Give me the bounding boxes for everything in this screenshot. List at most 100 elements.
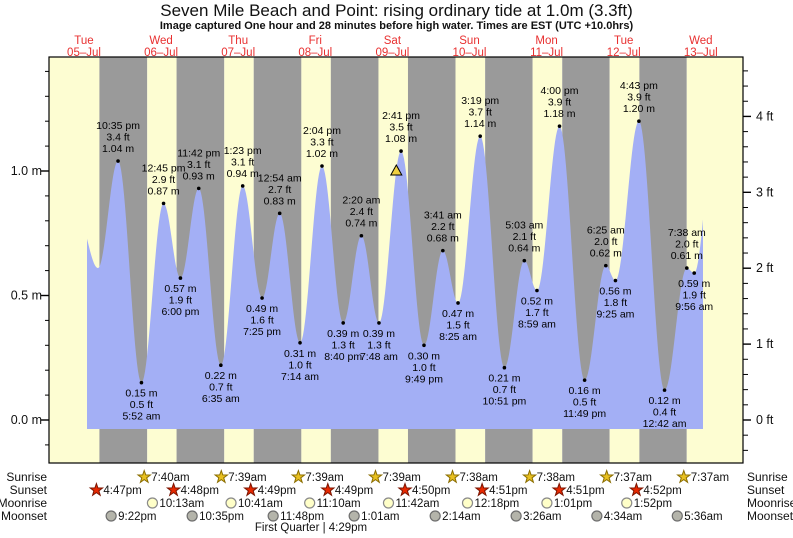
high-tide-label: 2:41 pm [382, 110, 420, 122]
low-tide-label: 0.39 m [327, 328, 359, 340]
sunrise-icon [444, 468, 461, 484]
almanac-row-label-right: Sunset [747, 483, 785, 497]
moonset-icon [186, 510, 198, 522]
tide-point-dot [359, 233, 364, 238]
date-label: 12–Jul [607, 47, 641, 59]
almanac-event-time: 2:14am [442, 511, 480, 523]
tide-point-dot [341, 321, 345, 325]
high-tide-label: 1.20 m [623, 103, 655, 115]
almanac-row-label-right: Sunrise [747, 470, 788, 484]
low-tide-label: 0.52 m [521, 296, 553, 308]
almanac-event-time: 10:35pm [199, 511, 244, 523]
tide-point-dot [441, 248, 445, 253]
almanac-row-label-right: Moonrise [747, 496, 793, 510]
high-tide-label: 1.18 m [543, 108, 575, 120]
almanac-event-time: 1:52pm [634, 498, 672, 510]
almanac-event-time: 4:52pm [643, 485, 681, 497]
low-tide-label: 11:49 pm [563, 408, 606, 420]
sunrise-icon [213, 468, 229, 484]
sunrise-icon [136, 468, 152, 484]
high-tide-label: 0.61 m [671, 250, 703, 262]
low-tide-label: 9:49 pm [405, 373, 443, 385]
low-tide-label: 0.22 m [205, 370, 237, 382]
low-tide-label: 0.31 m [284, 348, 316, 360]
almanac-event-time: 11:48pm [280, 511, 324, 523]
date-label: 13–Jul [684, 47, 718, 59]
date-weekday: Tue [74, 35, 93, 47]
date-label: 08–Jul [298, 47, 332, 59]
sunset-icon [628, 481, 645, 497]
low-tide-label: 1.9 ft [169, 295, 192, 307]
tide-point-dot [399, 149, 403, 153]
high-tide-label: 5:03 am [505, 220, 543, 232]
tide-point-dot [139, 380, 144, 385]
page-subtitle: Image captured One hour and 28 minutes b… [159, 20, 634, 32]
tide-curve-area [87, 121, 703, 429]
high-tide-label: 1.02 m [306, 148, 338, 160]
high-tide-label: 6:25 am [587, 225, 625, 237]
date-weekday: Thu [228, 35, 248, 47]
date-label: 07–Jul [221, 47, 255, 59]
high-tide-label: 2.0 ft [675, 239, 698, 251]
y-right-label: 3 ft [756, 185, 774, 199]
high-tide-label: 1:23 pm [224, 145, 262, 157]
tide-point-dot [178, 276, 183, 280]
sunrise-icon [599, 468, 615, 484]
date-weekday: Sat [384, 35, 402, 47]
high-tide-label: 0.68 m [427, 233, 459, 245]
almanac-event-time: 7:39am [305, 472, 343, 484]
y-left-label: 1.0 m [11, 164, 42, 178]
low-tide-label: 0.5 ft [573, 397, 596, 409]
high-tide-label: 3.9 ft [548, 97, 571, 109]
almanac-event-time: 3:26am [523, 511, 561, 523]
y-right-label: 1 ft [756, 337, 774, 351]
date-label: 06–Jul [144, 47, 178, 59]
high-tide-label: 7:38 am [668, 227, 706, 239]
date-label: 10–Jul [453, 47, 487, 59]
low-tide-label: 0.15 m [125, 388, 157, 400]
almanac-event-time: 9:22pm [118, 511, 156, 523]
low-tide-label: 0.49 m [246, 303, 278, 315]
high-tide-label: 2:20 am [342, 195, 380, 207]
date-weekday: Wed [149, 35, 172, 47]
almanac-row-label-left: Sunset [10, 483, 48, 497]
sunset-icon [320, 481, 336, 497]
high-tide-label: 0.64 m [508, 243, 540, 255]
almanac-row-label-right: Moonset [747, 509, 793, 523]
almanac-event-time: 4:48pm [181, 485, 219, 497]
page-title: Seven Mile Beach and Point: rising ordin… [160, 1, 633, 20]
almanac-event-time: 7:38am [537, 472, 575, 484]
high-tide-label: 3.1 ft [187, 159, 210, 171]
y-right-label: 2 ft [756, 261, 774, 275]
moonrise-icon [304, 497, 316, 509]
low-tide-label: 9:56 am [675, 301, 713, 313]
tide-point-dot [522, 258, 527, 263]
low-tide-label: 0.47 m [442, 308, 474, 320]
low-tide-label: 0.56 m [599, 286, 631, 298]
moon-phase-footer: First Quarter | 4:29pm [255, 522, 367, 534]
almanac-event-time: 4:49pm [258, 485, 296, 497]
moonrise-icon [382, 497, 395, 509]
low-tide-label: 1.0 ft [412, 362, 435, 374]
moonrise-icon [146, 497, 159, 509]
high-tide-label: 12:54 am [258, 172, 302, 184]
high-tide-label: 0.93 m [183, 170, 215, 182]
low-tide-label: 1.3 ft [332, 339, 355, 351]
high-tide-label: 0.94 m [227, 168, 259, 180]
sunrise-icon [367, 468, 384, 484]
almanac-row-label-left: Moonset [1, 509, 48, 523]
tide-point-dot [557, 124, 562, 128]
sunset-icon [397, 481, 413, 497]
date-weekday: Fri [309, 35, 322, 47]
tide-point-dot [535, 288, 539, 293]
tide-point-dot [116, 159, 120, 163]
moonrise-icon [541, 497, 553, 509]
y-left-label: 0.5 m [11, 289, 42, 303]
moonset-icon [348, 510, 360, 522]
low-tide-label: 0.39 m [363, 328, 395, 340]
high-tide-label: 3.5 ft [389, 122, 412, 134]
almanac-event-time: 4:47pm [103, 485, 141, 497]
high-tide-label: 2:04 pm [303, 125, 341, 137]
high-tide-label: 3:19 pm [461, 95, 499, 107]
